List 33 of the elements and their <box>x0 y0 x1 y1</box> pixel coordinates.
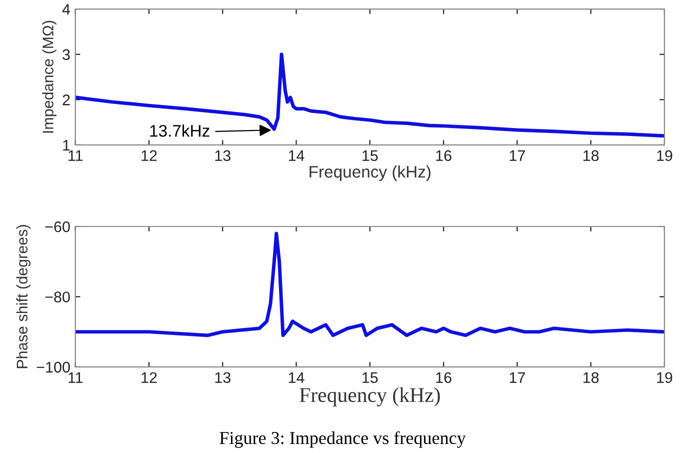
x-tick-label: 18 <box>583 150 599 162</box>
y-tick-label: 2 <box>62 94 70 106</box>
y-tick-label: −60 <box>45 221 70 232</box>
x-tick-label: 19 <box>657 372 672 384</box>
x-tick-label: 11 <box>68 150 83 161</box>
y-tick-label: −80 <box>45 292 70 302</box>
y-tick-label: −100 <box>36 362 70 373</box>
x-tick-label: 15 <box>362 150 378 162</box>
x-tick-label: 13 <box>215 372 230 384</box>
y-tick-label: 3 <box>62 49 70 60</box>
y-axis-title: Phase shift (degrees) <box>16 225 31 368</box>
x-tick-label: 12 <box>142 150 157 161</box>
x-tick-label: 15 <box>362 372 378 384</box>
x-tick-label: 16 <box>436 150 452 162</box>
x-tick-label: 11 <box>68 372 83 383</box>
line-series <box>75 52 664 138</box>
x-tick-label: 12 <box>142 372 157 383</box>
x-tick-label: 17 <box>510 150 525 161</box>
x-tick-label: 16 <box>436 372 452 384</box>
x-axis-title: Frequency (kHz) <box>310 165 430 181</box>
line-series <box>75 232 664 338</box>
x-tick-label: 14 <box>288 150 304 161</box>
y-tick-label: 1 <box>63 140 70 150</box>
x-tick-label: 19 <box>657 150 672 162</box>
y-axis-title: Impedance (MΩ) <box>42 20 56 133</box>
annotation: 13.7kHz <box>150 124 210 137</box>
x-tick-label: 14 <box>288 372 304 383</box>
x-tick-label: 18 <box>583 372 599 384</box>
caption: Figure 3: Impedance vs frequency <box>220 431 466 448</box>
x-tick-label: 17 <box>510 372 525 383</box>
x-tick-label: 13 <box>215 150 230 162</box>
y-tick-label: 4 <box>62 4 70 15</box>
x-axis-title: Frequency (kHz) <box>300 387 440 406</box>
